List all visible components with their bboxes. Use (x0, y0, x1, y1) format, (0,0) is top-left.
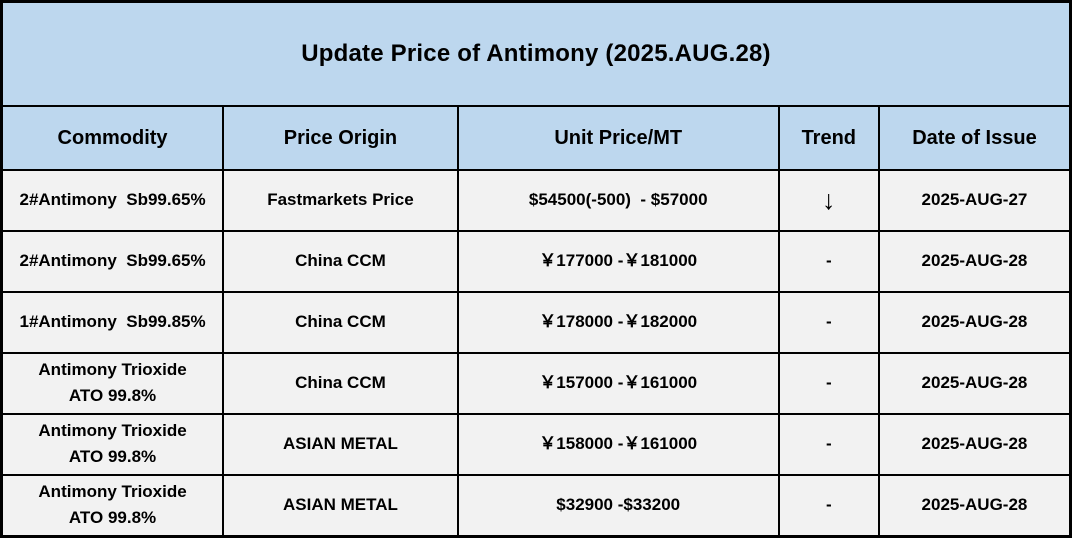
table-row: 2#Antimony Sb99.65% Fastmarkets Price $5… (0, 169, 1072, 232)
date-of-issue-cell: 2025-AUG-28 (877, 412, 1072, 476)
unit-price-cell: ￥158000 -￥161000 (456, 412, 780, 476)
commodity-cell: Antimony Trioxide ATO 99.8% (0, 473, 225, 538)
table-row: Antimony Trioxide ATO 99.8% China CCM ￥1… (0, 351, 1072, 415)
table-row: 1#Antimony Sb99.85% China CCM ￥178000 -￥… (0, 290, 1072, 354)
commodity-cell: Antimony Trioxide ATO 99.8% (0, 351, 225, 415)
commodity-cell: 2#Antimony Sb99.65% (0, 229, 225, 293)
unit-price-cell: $32900 -$33200 (456, 473, 780, 538)
price-origin-cell: China CCM (222, 351, 459, 415)
commodity-cell: 2#Antimony Sb99.65% (0, 169, 225, 232)
price-origin-cell: Fastmarkets Price (222, 169, 459, 232)
unit-price-cell: $54500(-500) - $57000 (456, 169, 780, 232)
date-of-issue-cell: 2025-AUG-28 (877, 290, 1072, 354)
table-row: 2#Antimony Sb99.65% China CCM ￥177000 -￥… (0, 229, 1072, 293)
page-title: Update Price of Antimony (2025.AUG.28) (0, 0, 1072, 107)
title-row: Update Price of Antimony (2025.AUG.28) (0, 0, 1072, 107)
unit-price-cell: ￥157000 -￥161000 (456, 351, 780, 415)
header-price-origin: Price Origin (222, 105, 459, 171)
unit-price-cell: ￥177000 -￥181000 (456, 229, 780, 293)
price-origin-cell: ASIAN METAL (222, 473, 459, 538)
price-origin-cell: ASIAN METAL (222, 412, 459, 476)
trend-flat-dash: - (777, 229, 880, 293)
column-header-row: Commodity Price Origin Unit Price/MT Tre… (0, 105, 1072, 171)
trend-down-arrow-icon: ↓ (777, 169, 880, 232)
date-of-issue-cell: 2025-AUG-28 (877, 229, 1072, 293)
commodity-cell: 1#Antimony Sb99.85% (0, 290, 225, 354)
trend-flat-dash: - (777, 351, 880, 415)
header-unit-price: Unit Price/MT (456, 105, 780, 171)
trend-flat-dash: - (777, 290, 880, 354)
header-date-of-issue: Date of Issue (877, 105, 1072, 171)
header-commodity: Commodity (0, 105, 225, 171)
price-origin-cell: China CCM (222, 290, 459, 354)
trend-flat-dash: - (777, 473, 880, 538)
date-of-issue-cell: 2025-AUG-27 (877, 169, 1072, 232)
table-row: Antimony Trioxide ATO 99.8% ASIAN METAL … (0, 412, 1072, 476)
unit-price-cell: ￥178000 -￥182000 (456, 290, 780, 354)
header-trend: Trend (777, 105, 880, 171)
table-row: Antimony Trioxide ATO 99.8% ASIAN METAL … (0, 473, 1072, 538)
date-of-issue-cell: 2025-AUG-28 (877, 473, 1072, 538)
trend-flat-dash: - (777, 412, 880, 476)
price-origin-cell: China CCM (222, 229, 459, 293)
commodity-cell: Antimony Trioxide ATO 99.8% (0, 412, 225, 476)
date-of-issue-cell: 2025-AUG-28 (877, 351, 1072, 415)
